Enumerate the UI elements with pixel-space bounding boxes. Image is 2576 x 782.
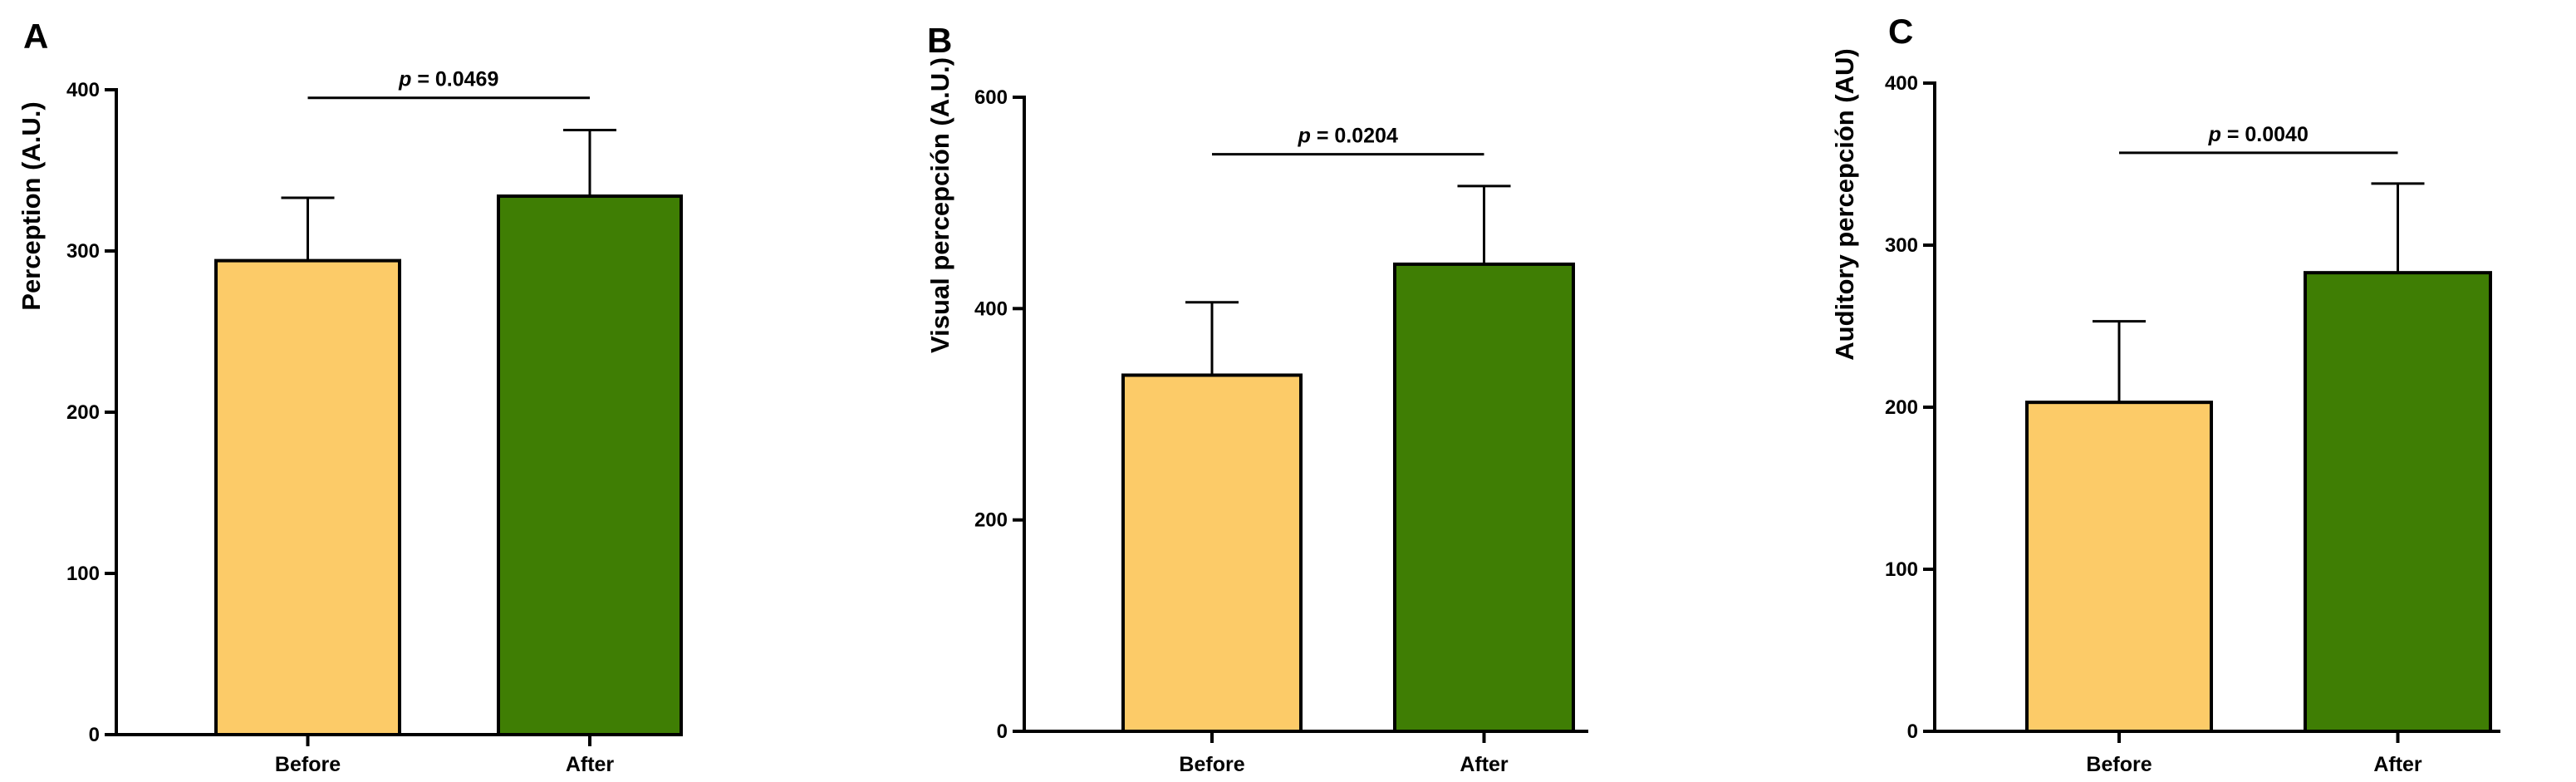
y-tick-label: 300 [1885,234,1918,257]
bar-after [1393,262,1575,733]
bar-after [497,194,683,737]
plot-c: Before After 0 100 200 300 400 p = 0.0040 [1885,72,2500,776]
panel-letter-c: C [1888,12,1913,51]
x-tick-label-before: Before [1179,753,1244,776]
y-tick-label: 400 [66,79,100,101]
y-tick-label: 200 [1885,396,1918,419]
bar-before [1121,373,1303,733]
y-tick-label: 100 [1885,558,1918,581]
y-tick-label: 400 [1885,72,1918,95]
bar-before [214,258,401,736]
panel-a: A Perception (A.U.) Before After 0 100 200 30… [17,17,683,776]
y-tick-label: 600 [974,86,1008,109]
p-value-label: p = 0.0040 [2208,123,2309,146]
y-tick-label: 200 [66,401,100,424]
y-tick-label: 300 [66,240,100,263]
x-tick-label-after: After [566,753,615,776]
y-tick-label: 400 [974,298,1008,320]
y-tick-label: 0 [89,724,100,746]
y-tick-label: 200 [974,509,1008,532]
x-tick-label-after: After [2373,753,2422,776]
plot-a: Before After 0 100 200 300 400 p = 0.0469 [66,68,683,776]
bar-after [2304,271,2492,733]
y-axis-label-b: Visual percepción (A.U.) [925,57,954,353]
y-axis-label-c: Auditory percepción (AU) [1830,48,1859,360]
x-tick-label-after: After [1460,753,1509,776]
plot-b: Before After 0 200 400 600 p = 0.0204 [974,86,1588,776]
bar-before [2025,401,2213,733]
y-tick-label: 0 [1907,721,1918,743]
panel-b: B Visual percepción (A.U.) Before After 0 2… [925,21,1588,776]
y-tick-label: 0 [997,721,1008,743]
x-tick-label-before: Before [275,753,341,776]
x-tick-label-before: Before [2086,753,2152,776]
panel-letter-b: B [927,21,952,60]
panel-c: C Auditory percepción (AU) Before After 0 1… [1830,12,2500,776]
p-value-label: p = 0.0469 [398,68,498,91]
p-value-label: p = 0.0204 [1298,125,1398,148]
y-axis-label-a: Perception (A.U.) [17,101,46,310]
y-tick-label: 100 [66,563,100,585]
panel-letter-a: A [23,17,48,56]
